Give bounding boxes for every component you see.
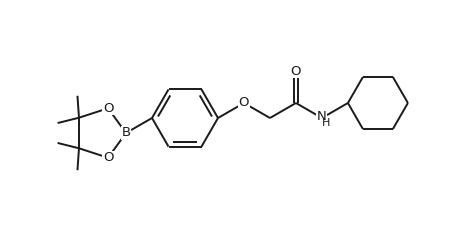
Text: H: H: [322, 118, 330, 128]
Text: O: O: [239, 97, 249, 110]
Text: O: O: [103, 151, 114, 164]
Text: O: O: [103, 102, 114, 115]
Text: N: N: [317, 110, 327, 123]
Text: O: O: [291, 65, 301, 78]
Text: B: B: [122, 126, 131, 139]
